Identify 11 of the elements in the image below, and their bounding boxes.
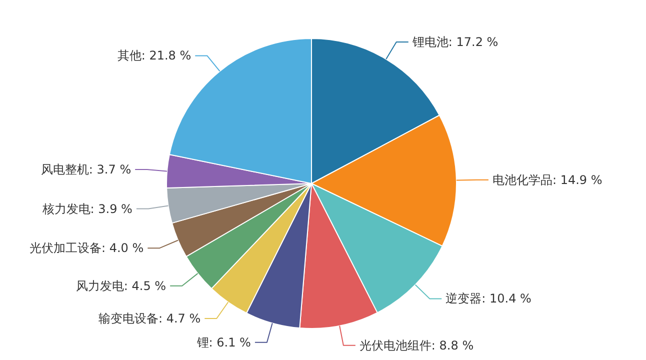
slice-label: 光伏加工设备: 4.0 % bbox=[30, 241, 144, 256]
slice-label: 输变电设备: 4.7 % bbox=[98, 311, 201, 326]
slice-label: 其他: 21.8 % bbox=[117, 48, 192, 63]
slice-label: 核力发电: 3.9 % bbox=[41, 202, 132, 216]
slice-label: 风力发电: 4.5 % bbox=[76, 278, 166, 293]
slice-label: 锂: 6.1 % bbox=[196, 335, 251, 350]
slice-label: 风电整机: 3.7 % bbox=[40, 162, 132, 177]
slice-label: 光伏电池组件: 8.8 % bbox=[359, 338, 474, 352]
slice-label: 电池化学品: 14.9 % bbox=[492, 172, 602, 187]
slice-label: 锂电池: 17.2 % bbox=[411, 35, 498, 50]
slice-label: 逆变器: 10.4 % bbox=[446, 292, 532, 306]
